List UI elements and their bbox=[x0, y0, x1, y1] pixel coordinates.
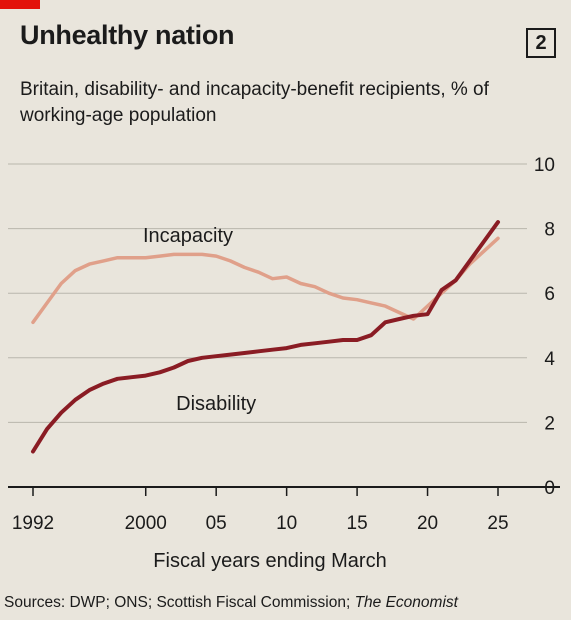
x-axis-label: Fiscal years ending March bbox=[153, 550, 387, 572]
series-label-disability: Disability bbox=[176, 393, 256, 415]
source-note: Sources: DWP; ONS; Scottish Fiscal Commi… bbox=[4, 594, 458, 612]
x-tick-label: 05 bbox=[206, 513, 227, 534]
y-tick-label: 0 bbox=[544, 478, 555, 499]
x-tick-label: 25 bbox=[487, 513, 508, 534]
y-tick-label: 6 bbox=[544, 284, 555, 305]
series-annotations: Incapacity Disability bbox=[143, 225, 256, 415]
x-axis: 1992 2000 05 10 15 20 25 bbox=[12, 487, 509, 534]
x-tick-label: 1992 bbox=[12, 513, 54, 534]
y-tick-label: 10 bbox=[534, 155, 555, 176]
brand-tag bbox=[0, 0, 40, 9]
x-tick-label: 15 bbox=[347, 513, 368, 534]
series-lines bbox=[31, 220, 500, 454]
gridlines bbox=[8, 163, 560, 488]
y-tick-label: 4 bbox=[544, 349, 555, 370]
chart-number-badge: 2 bbox=[526, 28, 556, 58]
y-tick-label: 2 bbox=[544, 413, 555, 434]
series-line-disability bbox=[31, 220, 500, 454]
series-label-incapacity: Incapacity bbox=[143, 225, 233, 247]
series-line-incapacity bbox=[31, 236, 500, 325]
line-chart: 0 2 4 6 8 10 1992 2000 05 10 15 20 25 Incapacity Dis… bbox=[8, 155, 560, 534]
y-tick-labels: 0 2 4 6 8 10 bbox=[534, 155, 556, 499]
x-tick-label: 2000 bbox=[125, 513, 167, 534]
chart-subtitle: Britain, disability- and incapacity-bene… bbox=[20, 79, 489, 126]
x-tick-label: 10 bbox=[276, 513, 297, 534]
source-list: Sources: DWP; ONS; Scottish Fiscal Commi… bbox=[4, 594, 355, 611]
source-publication: The Economist bbox=[354, 594, 458, 611]
y-tick-label: 8 bbox=[544, 220, 555, 241]
chart-title: Unhealthy nation bbox=[20, 20, 235, 50]
x-tick-label: 20 bbox=[417, 513, 438, 534]
